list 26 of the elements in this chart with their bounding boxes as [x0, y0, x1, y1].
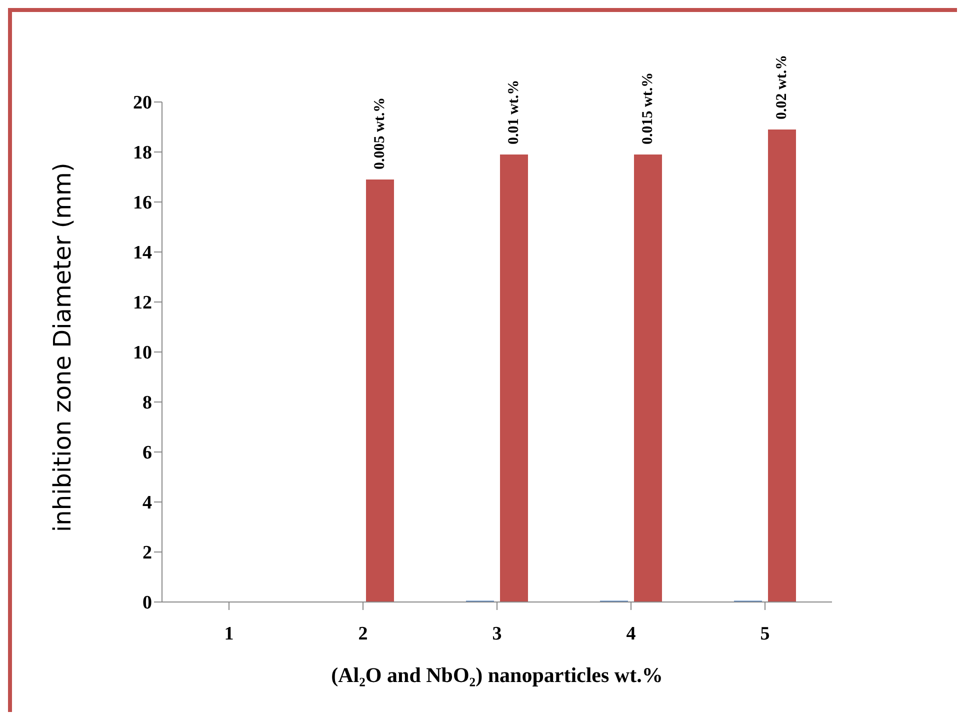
x-tick-label: 3 — [492, 623, 502, 644]
annotation: 0.02 wt.% — [774, 54, 790, 120]
annotation: 0.01 wt.% — [506, 80, 522, 144]
y-tick-label: 4 — [142, 492, 152, 514]
bar — [366, 180, 394, 602]
y-tick-label: 0 — [142, 592, 152, 614]
y-axis-title: inhibition zone Diameter (mm) — [48, 162, 77, 532]
x-tick-label: 5 — [760, 623, 770, 644]
y-tick-label: 16 — [133, 192, 152, 214]
y-tick-label: 8 — [142, 392, 152, 414]
y-tick-label: 20 — [133, 92, 152, 114]
y-tick-label: 6 — [142, 442, 152, 464]
y-tick-label: 18 — [133, 142, 152, 164]
y-tick-label: 12 — [133, 292, 152, 314]
x-tick-label: 2 — [358, 623, 368, 644]
y-tick-label: 2 — [142, 542, 152, 564]
y-tick-label: 14 — [133, 242, 152, 264]
bar — [768, 130, 796, 602]
annotation: 0.005 wt.% — [372, 97, 388, 170]
annotation: 0.015 wt.% — [640, 72, 656, 144]
y-tick-label: 10 — [133, 342, 152, 364]
x-tick-label: 4 — [626, 623, 636, 644]
x-axis-title: (Al₂O and NbO₂) nanoparticles wt.% — [331, 663, 663, 687]
bar — [500, 154, 528, 602]
x-tick-label: 1 — [224, 623, 234, 644]
bar — [634, 154, 662, 602]
